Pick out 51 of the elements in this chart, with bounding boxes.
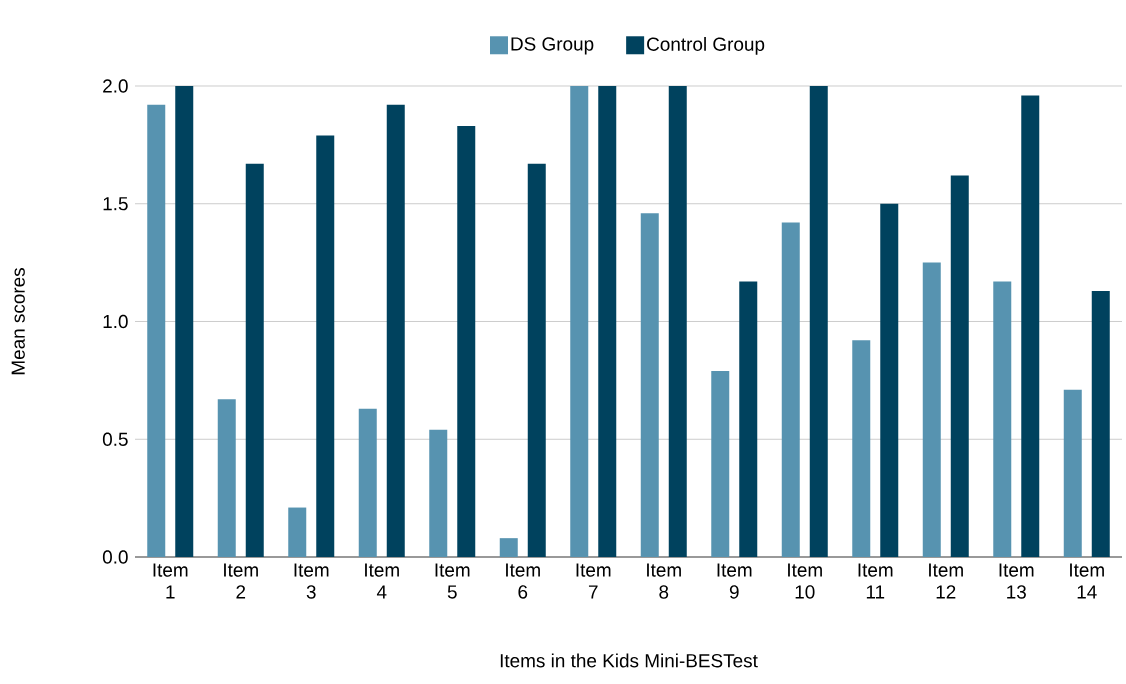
- x-axis-title: Items in the Kids Mini-BESTest: [500, 653, 758, 668]
- bar: [1021, 95, 1040, 557]
- bar: [640, 213, 659, 557]
- bar: [570, 85, 589, 557]
- bar: [358, 408, 377, 557]
- bar: [809, 85, 828, 557]
- bar: [781, 222, 800, 557]
- bar: [316, 135, 335, 557]
- bar: [1091, 290, 1110, 557]
- x-tick-label: Item 8: [647, 563, 681, 599]
- bar: [711, 370, 730, 557]
- y-tick-label: 0.0: [102, 550, 128, 564]
- x-tick-label: Item 14: [1070, 563, 1104, 599]
- bar: [527, 163, 546, 557]
- x-tick-label: Item 12: [929, 563, 963, 599]
- x-tick-label: Item 13: [999, 563, 1034, 599]
- x-tick-label: Item 5: [435, 563, 470, 599]
- x-tick-label: Item 10: [788, 563, 822, 599]
- x-tick-label: Item 2: [224, 563, 258, 599]
- bar: [245, 163, 264, 557]
- y-tick-label: 0.5: [102, 432, 128, 446]
- x-tick-label: Item 9: [717, 563, 752, 599]
- bar: [852, 340, 871, 557]
- y-tick-label: 1.5: [103, 197, 128, 211]
- bar: [668, 85, 687, 557]
- bar: [386, 104, 405, 557]
- bar: [922, 262, 941, 557]
- x-tick-label: Item 11: [858, 563, 893, 599]
- bar: [598, 85, 617, 557]
- bar: [1063, 389, 1082, 557]
- legend-label: DS Group: [511, 37, 594, 55]
- bar: [950, 175, 969, 557]
- bar: [147, 104, 166, 557]
- x-tick-label: Item 6: [506, 563, 540, 599]
- y-axis-title: Mean scores: [11, 268, 25, 375]
- x-tick-label: Item 7: [576, 563, 611, 599]
- legend-label: Control Group: [647, 36, 765, 55]
- bar: [175, 85, 194, 557]
- x-tick-label: Item 4: [365, 563, 399, 599]
- bar: [288, 507, 307, 557]
- y-tick-label: 2.0: [103, 79, 128, 93]
- bar: [429, 429, 448, 557]
- bar: [457, 126, 476, 557]
- bar: [499, 538, 518, 557]
- x-tick-label: Item 3: [294, 563, 329, 599]
- bar: [993, 281, 1012, 557]
- y-tick-label: 1.0: [103, 314, 128, 329]
- bar: [880, 203, 899, 557]
- bar: [739, 281, 758, 557]
- x-tick-label: Item 1: [153, 563, 188, 599]
- bar: [217, 399, 236, 557]
